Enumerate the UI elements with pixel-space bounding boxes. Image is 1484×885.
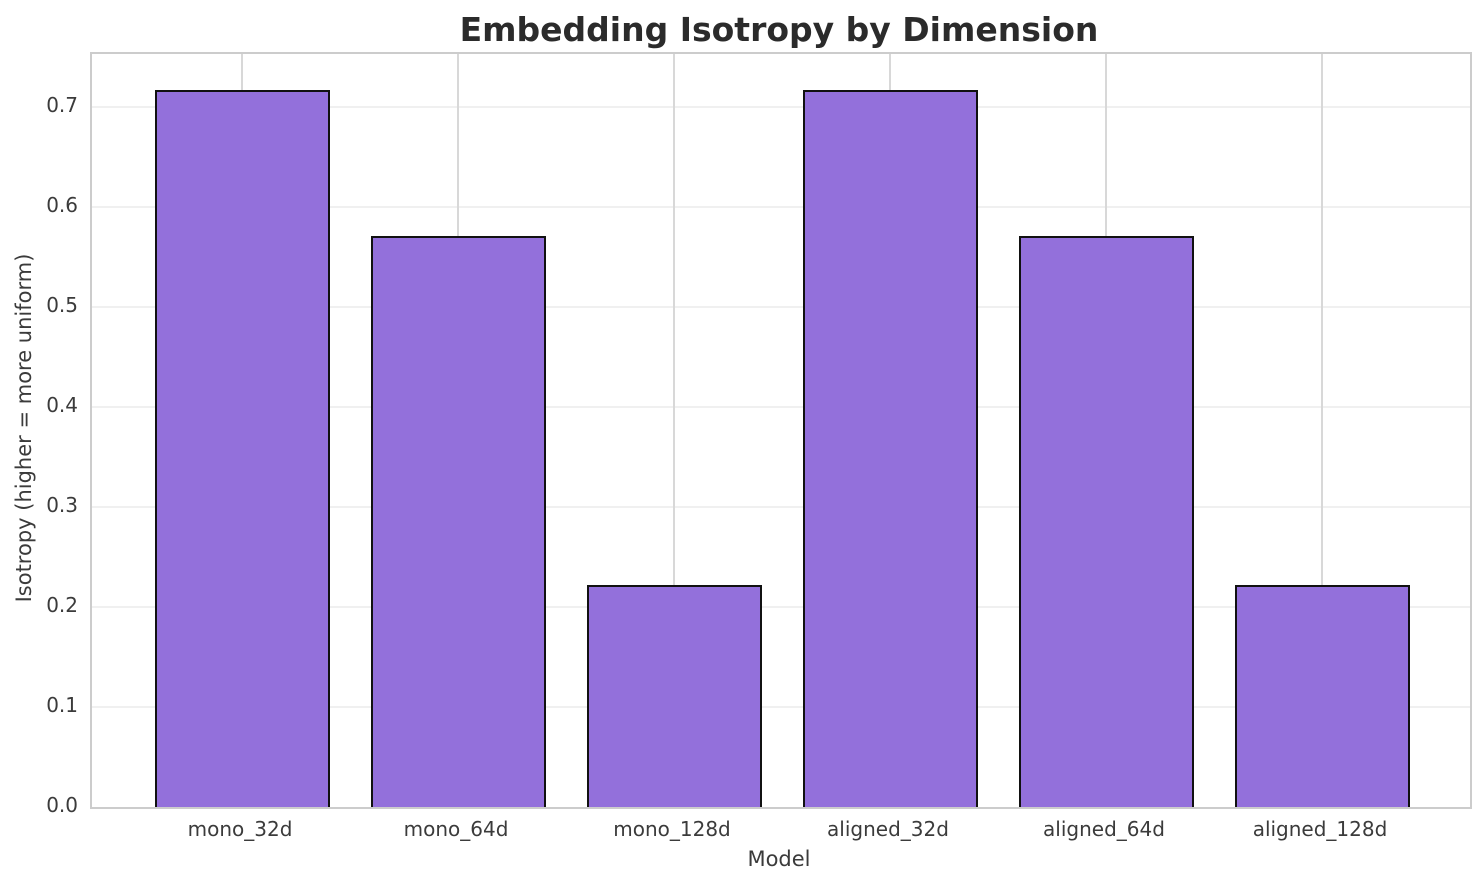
y-axis-label: Isotropy (higher = more uniform)	[12, 253, 36, 603]
x-tick-label: aligned_64d	[1043, 817, 1165, 841]
x-tick-label: aligned_128d	[1252, 817, 1388, 841]
y-tick-label: 0.2	[46, 593, 78, 617]
gridline-horizontal	[92, 106, 1470, 108]
y-tick-label: 0.5	[46, 293, 78, 317]
y-tick-label: 0.4	[46, 393, 78, 417]
x-axis-label: Model	[747, 847, 811, 871]
x-tick-label: aligned_32d	[827, 817, 949, 841]
bar-aligned_128d	[1234, 585, 1410, 807]
gridline-horizontal	[92, 406, 1470, 408]
gridline-horizontal	[92, 306, 1470, 308]
chart-title: Embedding Isotropy by Dimension	[459, 10, 1099, 49]
x-tick-label: mono_64d	[403, 817, 509, 841]
bar-aligned_64d	[1018, 236, 1194, 807]
x-tick-label: mono_32d	[187, 817, 293, 841]
plot-area	[90, 52, 1472, 809]
bar-mono_64d	[370, 236, 546, 807]
bar-aligned_32d	[802, 90, 978, 807]
gridline-horizontal	[92, 506, 1470, 508]
x-tick-label: mono_128d	[613, 817, 731, 841]
gridline-vertical	[673, 54, 675, 807]
gridline-horizontal	[92, 706, 1470, 708]
y-tick-label: 0.7	[46, 93, 78, 117]
y-tick-label: 0.6	[46, 193, 78, 217]
gridline-vertical	[1321, 54, 1323, 807]
bar-mono_32d	[154, 90, 330, 807]
y-tick-label: 0.3	[46, 493, 78, 517]
gridline-horizontal	[92, 606, 1470, 608]
gridline-horizontal	[92, 206, 1470, 208]
bar-mono_128d	[586, 585, 762, 807]
y-tick-label: 0.0	[46, 793, 78, 817]
y-tick-label: 0.1	[46, 693, 78, 717]
